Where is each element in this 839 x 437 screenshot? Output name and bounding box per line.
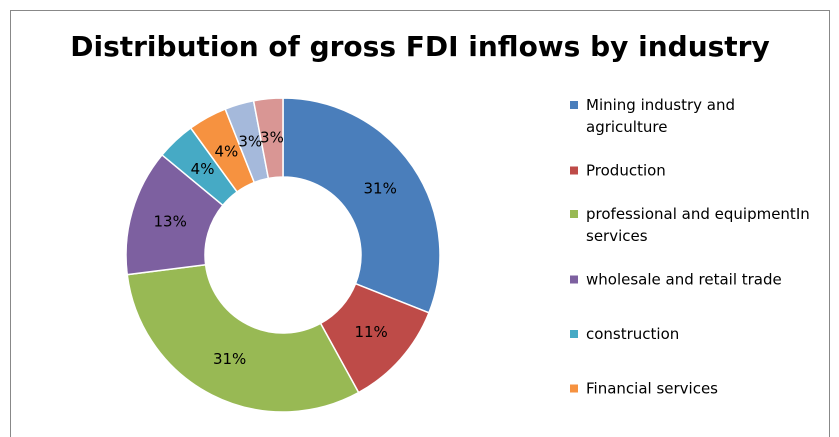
legend-label: Production bbox=[586, 161, 666, 179]
legend-label: Mining industry and agriculture bbox=[586, 96, 740, 136]
legend-swatch bbox=[570, 101, 578, 109]
data-label: 13% bbox=[153, 213, 186, 231]
data-label: 3% bbox=[238, 133, 262, 151]
legend-swatch bbox=[570, 275, 578, 284]
data-label: 4% bbox=[214, 143, 238, 161]
legend-label: professional and equipmentIn services bbox=[586, 205, 815, 245]
chart-title: Distribution of gross FDI inflows by ind… bbox=[70, 30, 770, 63]
donut-slice bbox=[252, 97, 284, 180]
legend-label: Financial services bbox=[586, 379, 718, 397]
data-label: 11% bbox=[354, 323, 387, 341]
data-label: 3% bbox=[260, 129, 284, 147]
data-label: 31% bbox=[213, 350, 246, 368]
legend-swatch bbox=[570, 166, 578, 175]
data-label: 31% bbox=[364, 179, 397, 197]
data-label: 4% bbox=[191, 160, 215, 178]
legend-swatch bbox=[570, 384, 578, 393]
legend-swatch bbox=[570, 210, 578, 218]
legend-label: wholesale and retail trade bbox=[586, 270, 782, 288]
donut-slice bbox=[126, 263, 360, 413]
legend-label: construction bbox=[586, 325, 679, 343]
legend-swatch bbox=[570, 330, 578, 338]
donut-slice bbox=[282, 97, 441, 314]
